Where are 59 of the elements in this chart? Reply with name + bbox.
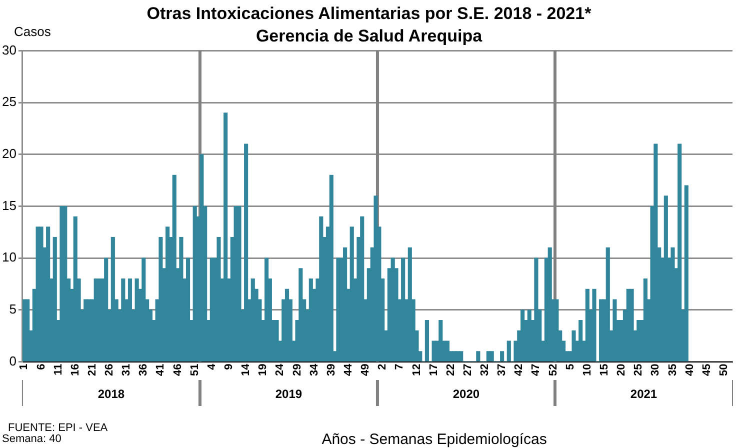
y-axis-title: Casos xyxy=(14,24,52,39)
x-tick-label: 29 xyxy=(291,364,304,376)
y-tick-label: 5 xyxy=(9,302,16,317)
x-tick-label: 16 xyxy=(69,364,82,376)
x-tick-label: 6 xyxy=(35,364,48,370)
source-note: FUENTE: EPI - VEA xyxy=(8,422,108,434)
x-tick-label: 52 xyxy=(547,364,560,376)
x-tick-label: 45 xyxy=(700,364,713,376)
x-tick-label: 11 xyxy=(52,364,64,376)
x-tick-label: 14 xyxy=(240,362,252,376)
text: 2018 xyxy=(98,387,125,401)
y-tick-label: 15 xyxy=(2,198,16,213)
x-tick-label: 19 xyxy=(257,364,270,376)
x-tick-label: 20 xyxy=(616,364,628,376)
y-tick-label: 0 xyxy=(9,353,16,368)
x-tick-label: 24 xyxy=(274,362,286,376)
x-tick-label: 35 xyxy=(666,364,679,376)
x-tick-label: 51 xyxy=(188,364,201,376)
x-tick-label: 26 xyxy=(104,364,116,376)
text: 2020 xyxy=(452,387,480,401)
text: 2019 xyxy=(275,387,302,401)
text: Semana: 40 xyxy=(2,433,62,445)
x-tick-label: 50 xyxy=(718,364,730,376)
x-tick-label: 40 xyxy=(684,364,696,376)
x-tick-label: 47 xyxy=(530,364,542,376)
x-tick-label: 41 xyxy=(154,364,167,376)
x-tick-label: 32 xyxy=(479,364,492,376)
chart-title: Otras Intoxicaciones Alimentarias por S.E. 2018 - 2021* xyxy=(146,4,592,23)
x-tick-label: 21 xyxy=(86,364,98,376)
y-tick-label: 30 xyxy=(2,42,16,58)
x-tick-label: 22 xyxy=(444,364,457,376)
x-tick-label: 30 xyxy=(650,364,662,376)
x-tick-label: 12 xyxy=(410,364,423,376)
x-tick-label: 10 xyxy=(581,364,594,376)
x-axis-title: Años - Semanas Epidemiologícas xyxy=(322,431,547,448)
x-tick-label: 2 xyxy=(376,364,389,370)
x-tick-label: 1 xyxy=(18,364,30,370)
x-tick-label: 42 xyxy=(513,364,526,376)
x-tick-label: 37 xyxy=(496,364,508,376)
x-tick-label: 25 xyxy=(632,364,645,376)
x-tick-label: 9 xyxy=(223,364,236,370)
x-tick-label: 36 xyxy=(138,364,150,376)
y-tick-label: 10 xyxy=(2,250,16,265)
x-tick-label: 5 xyxy=(564,364,576,370)
chart-subtitle: Gerencia de Salud Arequipa xyxy=(256,26,483,46)
x-tick-label: 39 xyxy=(325,364,338,376)
y-tick-label: 25 xyxy=(2,94,16,110)
text: 2021 xyxy=(630,387,658,401)
x-tick-label: 15 xyxy=(598,364,611,376)
x-tick-label: 7 xyxy=(394,364,406,370)
x-tick-label: 17 xyxy=(428,364,440,376)
x-tick-label: 46 xyxy=(172,364,184,376)
x-tick-label: 31 xyxy=(120,364,133,376)
x-tick-label: 4 xyxy=(206,362,218,370)
x-tick-label: 27 xyxy=(462,364,474,376)
x-tick-label: 44 xyxy=(342,362,354,376)
x-tick-label: 49 xyxy=(360,364,372,376)
x-tick-label: 34 xyxy=(308,362,320,376)
y-tick-label: 20 xyxy=(2,146,16,162)
